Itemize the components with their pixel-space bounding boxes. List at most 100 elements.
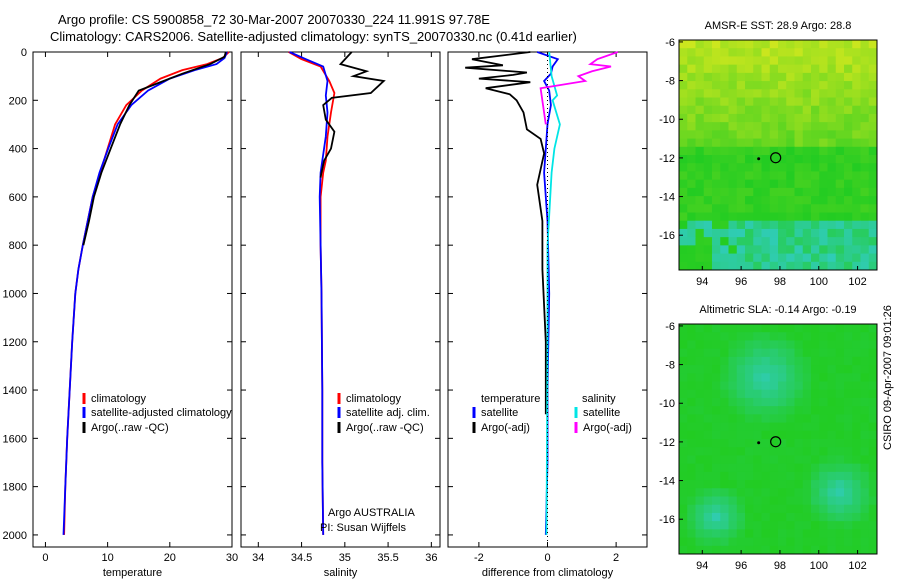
map-cell	[679, 187, 688, 197]
map-cell	[802, 72, 812, 82]
map-cell	[720, 414, 729, 424]
map-cell	[679, 40, 688, 49]
map-cell	[695, 220, 705, 230]
map-cell	[868, 56, 878, 66]
map-cell	[868, 48, 878, 57]
map-cell	[761, 212, 771, 222]
map-cell	[761, 488, 771, 497]
map-cell	[687, 105, 696, 115]
map-cell	[794, 204, 804, 213]
map-cell	[827, 261, 837, 271]
map-cell	[811, 261, 820, 271]
map-cell	[860, 455, 870, 465]
map-cell	[679, 163, 688, 172]
map-cell	[712, 40, 721, 49]
map-cell	[769, 537, 779, 547]
map-cell	[844, 545, 853, 555]
map-cell	[844, 488, 853, 497]
map-cell	[860, 212, 870, 222]
map-cell	[736, 187, 746, 197]
map-cell	[819, 220, 828, 230]
map-cell	[703, 237, 713, 246]
map-cell	[778, 204, 787, 213]
map-cell	[728, 340, 738, 350]
map-cell	[811, 471, 820, 481]
map-cell	[695, 521, 705, 530]
map-cell	[844, 430, 853, 440]
map-cell	[819, 422, 828, 432]
map-cell	[745, 228, 754, 238]
map-cell	[736, 463, 746, 473]
map-cell	[860, 471, 870, 481]
map-cell	[720, 237, 729, 246]
map-cell	[736, 105, 746, 115]
map-cell	[835, 504, 845, 514]
map-cell	[728, 455, 738, 465]
map-cell	[695, 512, 705, 522]
map-cell	[819, 64, 828, 74]
map-cell	[753, 113, 762, 123]
map-cell	[703, 171, 713, 181]
map-cell	[827, 40, 837, 49]
map-cell	[844, 529, 853, 539]
map-cell	[852, 237, 861, 246]
map-cell	[802, 529, 812, 539]
map-cell	[769, 113, 779, 123]
map-cell	[802, 64, 812, 74]
map-cell	[736, 439, 746, 448]
map-cell	[703, 496, 713, 506]
map-cell	[827, 389, 837, 399]
map-cell	[860, 245, 870, 255]
map-cell	[786, 389, 795, 399]
map-cell	[794, 245, 804, 255]
map-cell	[844, 245, 853, 255]
map-cell	[778, 228, 787, 238]
map-cell	[827, 430, 837, 440]
map-cell	[728, 463, 738, 473]
map-cell	[728, 146, 738, 156]
map-x-tick-label: 98	[774, 560, 786, 572]
map-cell	[835, 373, 845, 382]
map-cell	[802, 179, 812, 189]
map-cell	[769, 389, 779, 399]
map-cell	[786, 81, 795, 90]
map-cell	[844, 480, 853, 489]
map-cell	[712, 155, 721, 164]
map-cell	[687, 130, 696, 140]
map-cell	[736, 220, 746, 230]
map-cell	[794, 439, 804, 448]
map-cell	[687, 196, 696, 205]
map-cell	[736, 496, 746, 506]
map-cell	[794, 365, 804, 374]
map-cell	[811, 324, 820, 333]
map-cell	[753, 89, 762, 98]
map-cell	[868, 220, 878, 230]
map-cell	[794, 545, 804, 555]
map-cell	[811, 512, 820, 522]
map-cell	[736, 40, 746, 49]
map-cell	[860, 332, 870, 341]
map-cell	[728, 521, 738, 530]
map-cell	[868, 389, 878, 399]
map-cell	[819, 113, 828, 123]
map-cell	[778, 89, 787, 98]
map-cell	[844, 72, 853, 82]
map-cell	[712, 471, 721, 481]
map-cell	[769, 521, 779, 530]
map-cell	[802, 130, 812, 140]
map-cell	[811, 212, 820, 222]
map-cell	[802, 340, 812, 350]
argo-position-dot	[757, 157, 761, 161]
map-cell	[835, 529, 845, 539]
map-cell	[794, 447, 804, 456]
map-cell	[844, 340, 853, 350]
map-cell	[811, 122, 820, 131]
map-cell	[703, 196, 713, 205]
map-cell	[712, 196, 721, 205]
map-cell	[868, 40, 878, 49]
map-cell	[819, 439, 828, 448]
map-cell	[761, 163, 771, 172]
map-cell	[761, 324, 771, 333]
map-cell	[769, 146, 779, 156]
map-cell	[769, 155, 779, 164]
